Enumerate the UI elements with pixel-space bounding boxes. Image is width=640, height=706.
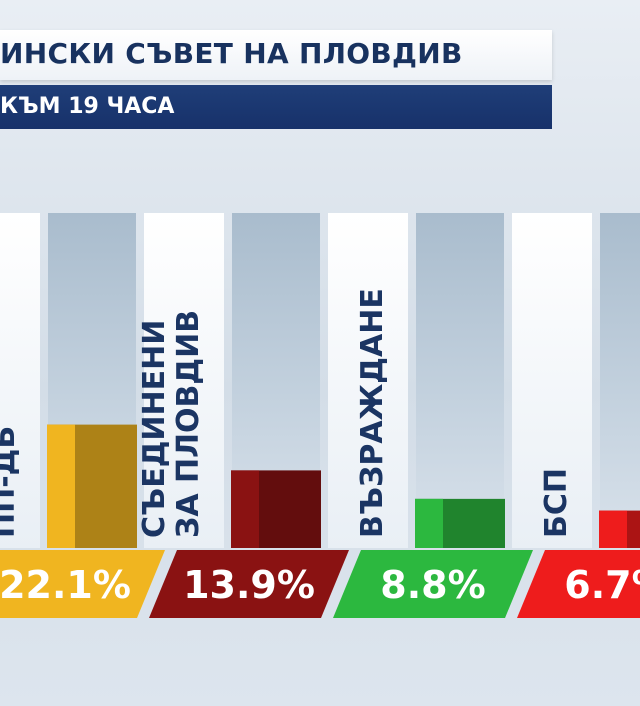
value-tag: [0, 550, 165, 618]
subtitle-bar: КЪМ 19 ЧАСА: [0, 85, 552, 129]
chart-title: ИНСКИ СЪВЕТ НА ПЛОВДИВ: [0, 37, 463, 70]
bar-front-face: [599, 510, 627, 548]
value-label: 8.8%: [380, 563, 485, 607]
bar-front-face: [47, 424, 75, 548]
bar-front-face: [231, 470, 259, 548]
value-tag: [149, 550, 349, 618]
label-column: [144, 213, 224, 548]
category-label: ВЪЗРАЖДАНЕ: [355, 288, 390, 538]
value-label: 13.9%: [183, 563, 315, 607]
category-label: ЗА ПЛОВДИВ: [171, 310, 206, 538]
category-label-group: ПП-ДБ: [0, 426, 22, 538]
bar-track: [416, 213, 504, 548]
category-label: БСП: [539, 468, 574, 538]
category-label-group: БСП: [539, 468, 574, 538]
label-column: [512, 213, 592, 548]
label-column: [0, 213, 40, 548]
bar-front-face: [415, 498, 443, 548]
value-tag: [517, 550, 640, 618]
category-label: СЪЕДИНЕНИ: [137, 320, 172, 538]
value-tag: [333, 550, 533, 618]
bar-track: [600, 213, 640, 548]
chart-subtitle: КЪМ 19 ЧАСА: [0, 94, 175, 119]
title-bar: ИНСКИ СЪВЕТ НА ПЛОВДИВ: [0, 30, 552, 80]
label-column: [328, 213, 408, 548]
category-label-group: СЪЕДИНЕНИ ЗА ПЛОВДИВ: [137, 310, 206, 538]
category-label-group: ВЪЗРАЖДАНЕ: [355, 288, 390, 538]
category-label: ПП-ДБ: [0, 426, 22, 538]
value-label: 22.1%: [0, 563, 131, 607]
value-label: 6.7%: [564, 563, 640, 607]
